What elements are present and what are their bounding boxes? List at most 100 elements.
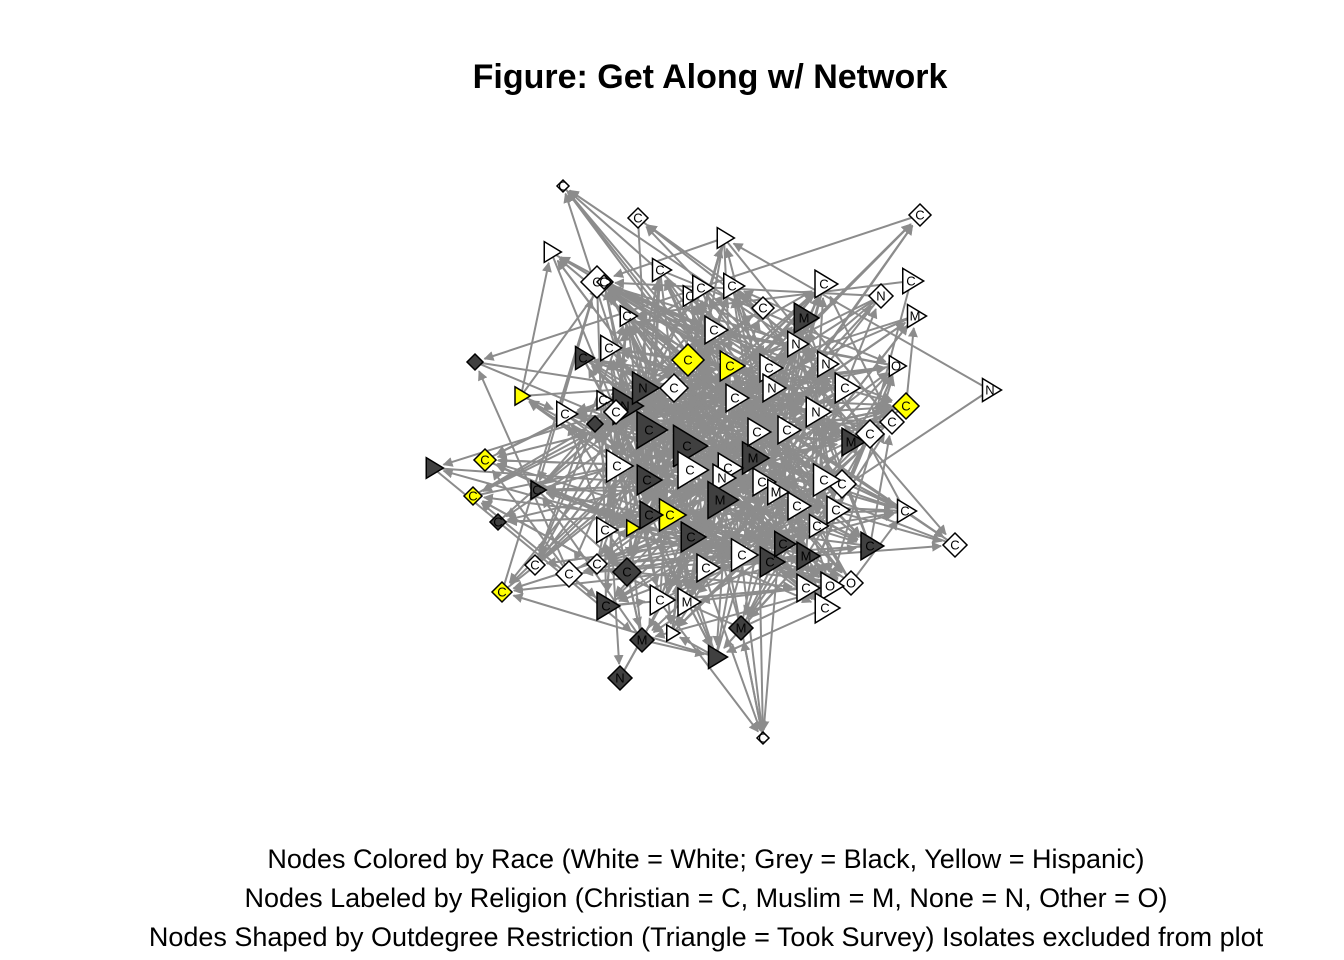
- triangle-node-shape: [596, 516, 620, 544]
- triangle-node-shape: [741, 440, 771, 476]
- network-node: C: [626, 206, 650, 230]
- node-label: C: [669, 381, 678, 396]
- network-node: C: [619, 304, 639, 328]
- network-node: C: [523, 553, 547, 577]
- network-node: C: [585, 552, 609, 576]
- network-node: C: [611, 556, 643, 588]
- network-node: N: [762, 372, 788, 404]
- network-node: N: [805, 395, 833, 429]
- diamond-node-shape: [658, 372, 690, 404]
- diamond-node-shape: [555, 178, 571, 194]
- network-edge: [603, 281, 703, 326]
- network-edge: [689, 321, 906, 471]
- node-label: C: [831, 503, 840, 518]
- network-node: C: [670, 342, 706, 378]
- network-node: C: [860, 530, 886, 562]
- node-label: M: [771, 485, 782, 500]
- node-label: C: [622, 565, 631, 580]
- node-label: C: [701, 561, 710, 576]
- node-label: C: [782, 423, 791, 438]
- triangle-node-shape: [805, 395, 833, 429]
- diamond-node-shape: [626, 206, 650, 230]
- diamond-node-shape: [606, 664, 634, 692]
- triangle-node-shape: [723, 272, 747, 300]
- network-node: C: [834, 371, 862, 405]
- triangle-node-shape: [817, 350, 841, 378]
- network-node: C: [596, 590, 622, 622]
- triangle-node-shape: [677, 450, 710, 490]
- network-node: C: [896, 498, 918, 524]
- network-node: C: [649, 583, 677, 617]
- node-label: C: [840, 381, 849, 396]
- network-edge: [754, 389, 991, 547]
- network-edge: [656, 393, 906, 512]
- node-label: C: [592, 557, 601, 572]
- node-label: C: [819, 277, 828, 292]
- node-label: C: [622, 309, 631, 324]
- node-label: C: [900, 504, 909, 519]
- network-node: C: [605, 448, 635, 484]
- network-node: C: [658, 372, 690, 404]
- network-edge: [538, 423, 596, 555]
- triangle-node-shape: [752, 466, 778, 498]
- network-node: C: [907, 202, 933, 228]
- node-label: C: [950, 538, 959, 553]
- network-edge: [767, 400, 778, 493]
- network-edge: [512, 593, 717, 658]
- triangle-node-shape: [747, 416, 773, 448]
- network-node: [666, 623, 682, 643]
- node-label: C: [764, 361, 773, 376]
- network-node: [543, 240, 563, 264]
- network-node: C: [692, 274, 716, 302]
- node-label: C: [611, 405, 620, 420]
- network-node: C: [730, 537, 760, 573]
- network-node: C: [755, 731, 771, 746]
- network-node: C: [854, 418, 886, 450]
- node-label: N: [985, 383, 994, 398]
- network-edge: [568, 189, 797, 345]
- node-label: C: [560, 407, 569, 422]
- network-node: C: [723, 272, 747, 300]
- node-label: M: [846, 435, 857, 450]
- node-label: C: [812, 519, 821, 534]
- node-label: C: [644, 508, 653, 523]
- network-edge: [605, 498, 767, 607]
- network-node: M: [727, 614, 755, 642]
- node-label: C: [599, 275, 608, 290]
- triangle-node-shape: [596, 590, 622, 622]
- triangle-node-shape: [543, 240, 563, 264]
- triangle-node-shape: [896, 498, 918, 524]
- triangle-node-shape: [666, 623, 682, 643]
- diamond-node-shape: [941, 531, 969, 559]
- network-node: N: [981, 377, 1003, 403]
- triangle-node-shape: [639, 499, 665, 531]
- node-label: M: [715, 493, 726, 508]
- network-node: M: [677, 586, 703, 618]
- network-node: N: [817, 350, 841, 378]
- node-label: C: [686, 530, 695, 545]
- node-label: C: [480, 453, 489, 468]
- node-label: N: [767, 381, 776, 396]
- network-node: N: [631, 370, 661, 406]
- triangle-node-shape: [574, 345, 596, 371]
- network-node: C: [891, 391, 921, 421]
- network-edge: [520, 384, 629, 397]
- node-label: C: [757, 475, 766, 490]
- node-label: C: [725, 359, 734, 374]
- network-node: C: [696, 552, 722, 584]
- network-edge: [607, 510, 906, 566]
- diamond-node-shape: [878, 408, 906, 436]
- node-label: C: [604, 341, 613, 356]
- triangle-node-shape: [680, 520, 708, 554]
- network-edge: [699, 587, 807, 605]
- triangle-node-shape: [556, 400, 580, 428]
- network-node: M: [793, 301, 821, 335]
- network-node: C: [812, 462, 842, 498]
- node-label: C: [532, 483, 541, 498]
- node-label: M: [799, 311, 810, 326]
- node-label: C: [865, 427, 874, 442]
- network-node: M: [841, 426, 867, 458]
- node-label: C: [752, 425, 761, 440]
- caption-shape: Nodes Shaped by Outdegree Restriction (T…: [148, 922, 1264, 952]
- node-label: M: [682, 595, 693, 610]
